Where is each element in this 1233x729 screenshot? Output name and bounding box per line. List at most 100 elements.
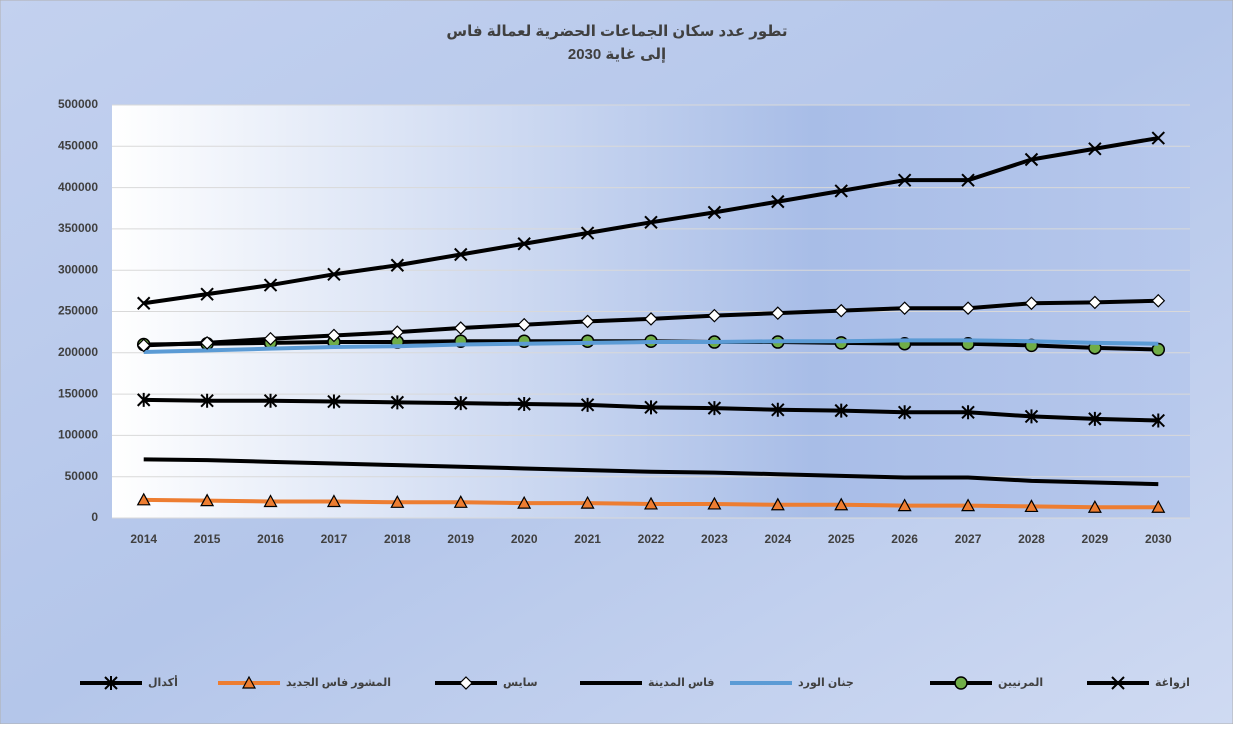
marker (897, 301, 912, 316)
marker (961, 498, 976, 512)
marker (834, 184, 848, 198)
marker (200, 336, 214, 350)
marker (454, 247, 468, 262)
marker (390, 325, 405, 339)
marker (1088, 142, 1102, 156)
x-tick-label: 2023 (701, 532, 728, 546)
marker (1088, 411, 1102, 426)
legend-label: المشور فاس الجديد (286, 677, 391, 689)
marker (1151, 500, 1166, 513)
y-tick-label: 300000 (58, 262, 98, 276)
marker (327, 328, 341, 343)
marker (707, 308, 722, 323)
chart-title: تطور عدد سكان الجماعات الحضرية لعمالة فا… (446, 23, 787, 40)
y-tick-label: 50000 (65, 469, 99, 483)
marker (897, 405, 912, 420)
legend-label: فاس المدينة (648, 677, 715, 689)
marker (897, 498, 912, 512)
marker (1024, 152, 1039, 167)
marker (327, 267, 341, 282)
marker (517, 237, 531, 251)
x-tick-label: 2017 (321, 532, 348, 546)
marker (1151, 293, 1166, 308)
chart-subtitle: إلى غاية 2030 (568, 46, 666, 63)
x-tick-label: 2027 (955, 532, 982, 546)
marker (136, 392, 151, 407)
x-tick-label: 2016 (257, 532, 284, 546)
marker (643, 496, 659, 510)
legend-label: ازواغة (1155, 677, 1190, 689)
x-tick-label: 2014 (130, 532, 157, 546)
legend-marker (1111, 676, 1125, 690)
marker (834, 303, 849, 318)
marker (517, 397, 531, 412)
marker (707, 401, 722, 416)
marker (961, 405, 975, 420)
marker (326, 494, 341, 508)
legend-label: أكدال (148, 675, 178, 689)
series-line (143, 457, 1159, 487)
x-tick-label: 2026 (891, 532, 918, 546)
marker (136, 338, 151, 353)
marker (1024, 499, 1039, 513)
marker (136, 296, 151, 310)
marker (1087, 500, 1102, 513)
marker (770, 497, 785, 511)
legend-label: سايس (503, 677, 538, 689)
marker (580, 495, 595, 509)
marker (263, 331, 278, 346)
x-tick-label: 2020 (511, 532, 538, 546)
marker (327, 394, 341, 409)
marker (580, 397, 595, 412)
marker (453, 321, 468, 335)
y-tick-label: 350000 (58, 221, 98, 235)
marker (834, 497, 849, 511)
marker (644, 215, 658, 229)
marker (453, 495, 468, 508)
x-tick-label: 2029 (1082, 532, 1109, 546)
y-tick-label: 250000 (58, 304, 98, 318)
marker (1088, 295, 1102, 310)
marker (1024, 296, 1039, 311)
marker (200, 493, 215, 507)
legend-marker (954, 676, 968, 690)
y-tick-label: 200000 (58, 345, 98, 359)
marker (834, 403, 848, 418)
y-tick-label: 0 (91, 510, 98, 524)
marker (136, 492, 151, 506)
y-tick-label: 500000 (58, 97, 98, 111)
marker (707, 496, 722, 510)
marker (580, 226, 595, 240)
legend-label: جنان الورد (798, 677, 854, 689)
marker (200, 393, 214, 408)
marker (390, 395, 405, 410)
legend-marker (104, 676, 118, 690)
marker (1024, 409, 1039, 424)
legend-marker (459, 676, 473, 690)
marker (390, 495, 405, 508)
marker (1151, 131, 1165, 145)
x-tick-label: 2018 (384, 532, 411, 546)
legend-label: المرنيين (998, 677, 1043, 689)
marker (897, 173, 912, 187)
marker (517, 317, 532, 332)
legend-marker (241, 675, 257, 689)
marker (580, 314, 595, 329)
x-tick-label: 2024 (764, 532, 791, 546)
marker (961, 173, 975, 187)
marker (263, 393, 278, 408)
y-tick-label: 100000 (58, 428, 98, 442)
marker (1151, 413, 1165, 428)
y-tick-label: 450000 (58, 138, 98, 152)
marker (644, 312, 658, 326)
marker (644, 400, 658, 415)
x-tick-label: 2021 (574, 532, 601, 546)
x-tick-label: 2030 (1145, 532, 1172, 546)
x-tick-label: 2028 (1018, 532, 1045, 546)
marker (390, 258, 405, 272)
y-tick-label: 400000 (58, 180, 98, 194)
y-tick-label: 150000 (58, 386, 98, 400)
marker (771, 402, 785, 417)
series-line (143, 338, 1159, 354)
